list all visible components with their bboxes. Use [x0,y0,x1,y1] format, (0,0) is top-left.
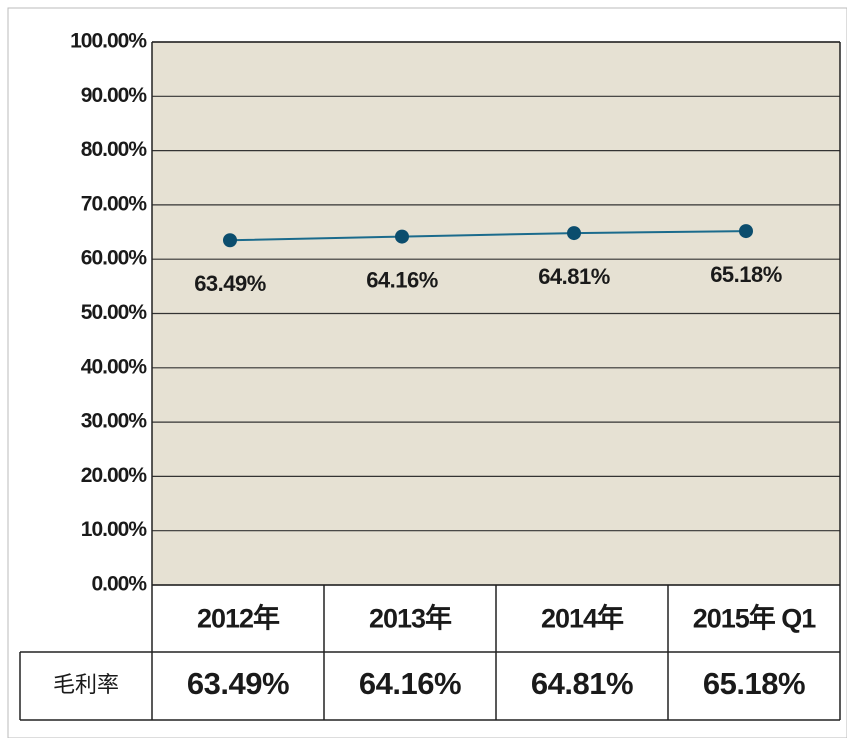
y-tick-label: 20.00% [81,464,148,487]
x-tick-label: 2015年 Q1 [693,603,817,634]
x-tick-label: 2014年 [541,603,624,634]
y-tick-label: 90.00% [81,84,148,107]
y-tick-label: 60.00% [81,247,148,270]
x-tick-label: 2012年 [197,603,280,634]
data-label: 64.81% [538,264,610,289]
y-tick-label: 40.00% [81,355,148,378]
marker [395,229,409,244]
y-tick-label: 100.00% [70,30,147,53]
x-tick-label: 2013年 [369,603,452,634]
y-tick-label: 0.00% [91,573,147,596]
table-value: 64.81% [531,666,633,701]
y-tick-label: 50.00% [81,301,148,324]
table-value: 64.16% [359,666,461,701]
line [229,230,747,242]
y-tick-label: 10.00% [81,518,148,541]
marker [567,226,581,241]
y-tick-label: 30.00% [81,410,148,433]
marker [223,233,237,248]
y-tick-label: 70.00% [81,192,148,215]
table-value: 63.49% [187,666,289,701]
data-label: 64.16% [366,267,438,292]
row-label: 毛利率 [53,672,119,697]
marker [739,224,753,239]
table-value: 65.18% [703,666,805,701]
data-label: 65.18% [710,262,782,287]
data-label: 63.49% [194,271,266,296]
frame [7,7,847,738]
y-tick-label: 80.00% [81,138,148,161]
